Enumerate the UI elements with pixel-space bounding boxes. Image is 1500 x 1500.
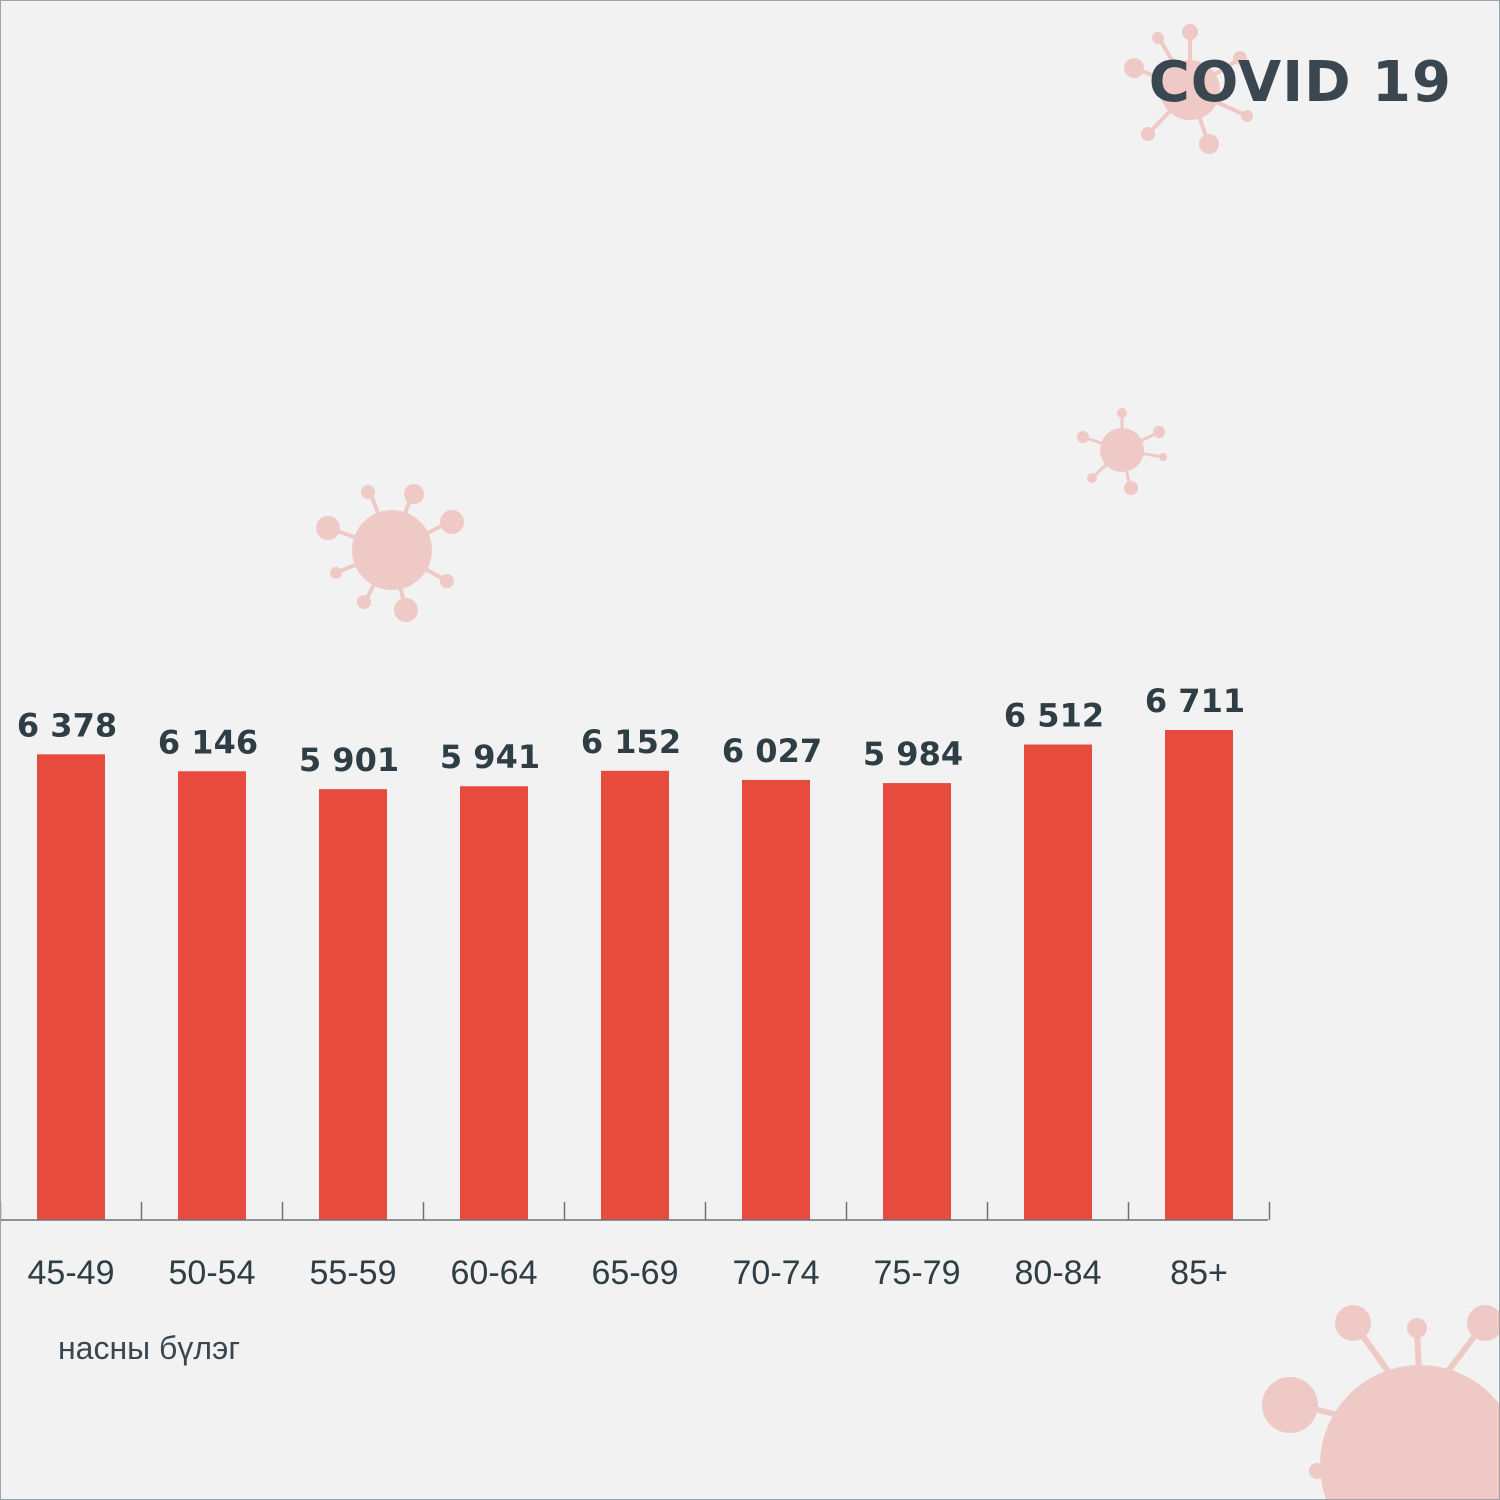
data-label: 6 146 [158, 723, 258, 761]
x-tick-label: 65-69 [592, 1254, 679, 1292]
data-label: 6 711 [1145, 682, 1245, 720]
x-tick-label: 80-84 [1015, 1254, 1102, 1292]
x-axis-label: насны бүлэг [58, 1330, 241, 1366]
data-label: 6 152 [581, 723, 681, 761]
bar-65-69 [601, 770, 669, 1220]
x-tick-label: 50-54 [169, 1254, 256, 1292]
virus-icon [1124, 24, 1253, 154]
data-label: 6 027 [722, 732, 822, 770]
bar-60-64 [460, 786, 528, 1220]
bar-50-54 [178, 771, 246, 1220]
x-tick-label: 55-59 [310, 1254, 397, 1292]
data-label: 5 941 [440, 738, 540, 776]
data-label: 5 901 [299, 741, 399, 779]
virus-icon [1262, 1305, 1500, 1500]
virus-icon [1077, 408, 1167, 495]
virus-icon [316, 484, 464, 622]
data-label: 5 984 [863, 735, 963, 773]
x-tick-label: 70-74 [733, 1254, 820, 1292]
x-tick-label: 45-49 [28, 1254, 115, 1292]
data-label: 6 512 [1004, 697, 1104, 735]
bar-55-59 [319, 789, 387, 1220]
bar-80-84 [1024, 744, 1092, 1220]
x-tick-label: 75-79 [874, 1254, 961, 1292]
data-label: 6 378 [17, 706, 117, 744]
x-tick-label: 60-64 [451, 1254, 538, 1292]
bar-75-79 [883, 783, 951, 1220]
bar-70-74 [742, 779, 810, 1220]
x-tick-label: 85+ [1170, 1254, 1228, 1292]
bar-45-49 [37, 754, 105, 1220]
brand-title: COVID 19 [1148, 50, 1452, 115]
bar-85+ [1165, 730, 1233, 1220]
